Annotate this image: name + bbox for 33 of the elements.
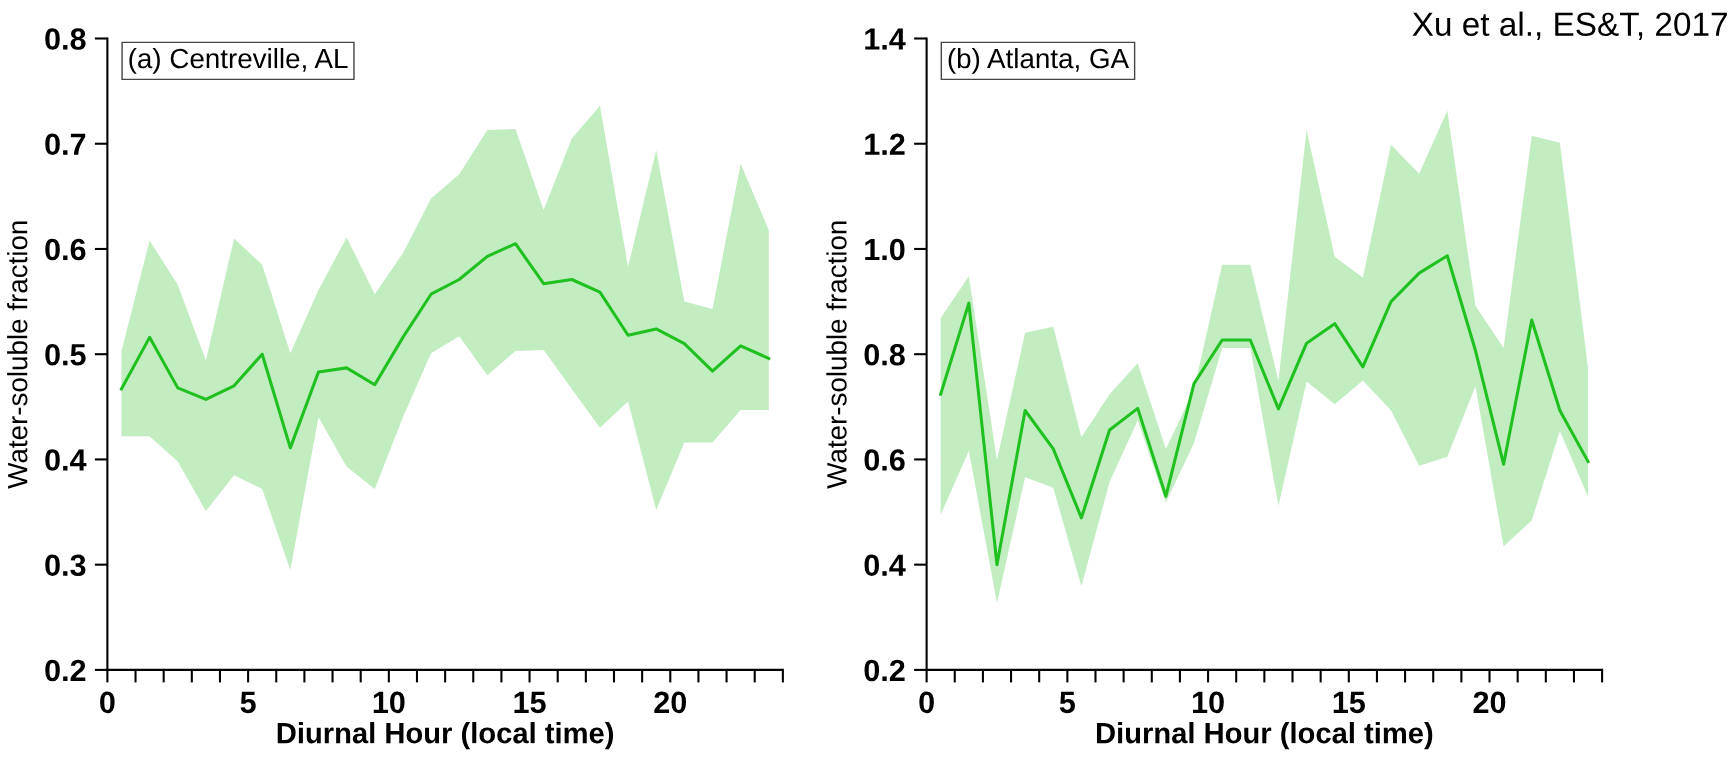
y-tick-label: 1.4: [865, 28, 906, 50]
x-tick-label: 0: [100, 691, 115, 714]
x-tick-label: 10: [1193, 691, 1224, 714]
x-tick-label: 15: [514, 691, 546, 714]
y-tick-label: 0.4: [45, 449, 87, 471]
y-tick-label: 1.0: [865, 238, 905, 261]
y-tick-label: 0.3: [45, 554, 86, 577]
x-axis-title: Diurnal Hour (local time): [277, 721, 614, 750]
line-series: [119, 242, 771, 450]
y-tick-label: 0.5: [45, 343, 86, 366]
y-tick-label: 0.8: [864, 343, 905, 366]
chart-title: (b) Atlanta, GA: [948, 47, 1130, 74]
x-axis-title: Diurnal Hour (local time): [1096, 721, 1433, 750]
y-tick-label: 1.2: [865, 133, 905, 155]
y-tick-label: 0.2: [45, 659, 86, 682]
x-tick-label: 20: [654, 691, 687, 714]
x-tick-label: 15: [1333, 691, 1365, 714]
x-tick-label: 0: [919, 691, 934, 714]
y-axis-title: Water-soluble fraction: [826, 221, 847, 489]
y-tick-label: 0.4: [864, 554, 906, 577]
y-axis-title: Water-soluble fraction: [7, 221, 28, 489]
line-series: [939, 254, 1590, 567]
y-tick-label: 0.6: [45, 238, 86, 261]
x-tick-label: 20: [1473, 691, 1506, 714]
y-tick-label: 0.8: [45, 28, 86, 50]
x-tick-label: 5: [1059, 691, 1075, 714]
x-tick-label: 5: [240, 691, 256, 714]
chart-title: (a) Centreville, AL: [129, 47, 348, 74]
annotation: Xu et al., ES&T, 2017: [1412, 11, 1727, 40]
y-tick-label: 0.2: [864, 659, 905, 682]
x-tick-label: 10: [373, 691, 405, 714]
y-tick-label: 0.6: [864, 449, 905, 471]
y-tick-label: 0.7: [45, 133, 86, 156]
